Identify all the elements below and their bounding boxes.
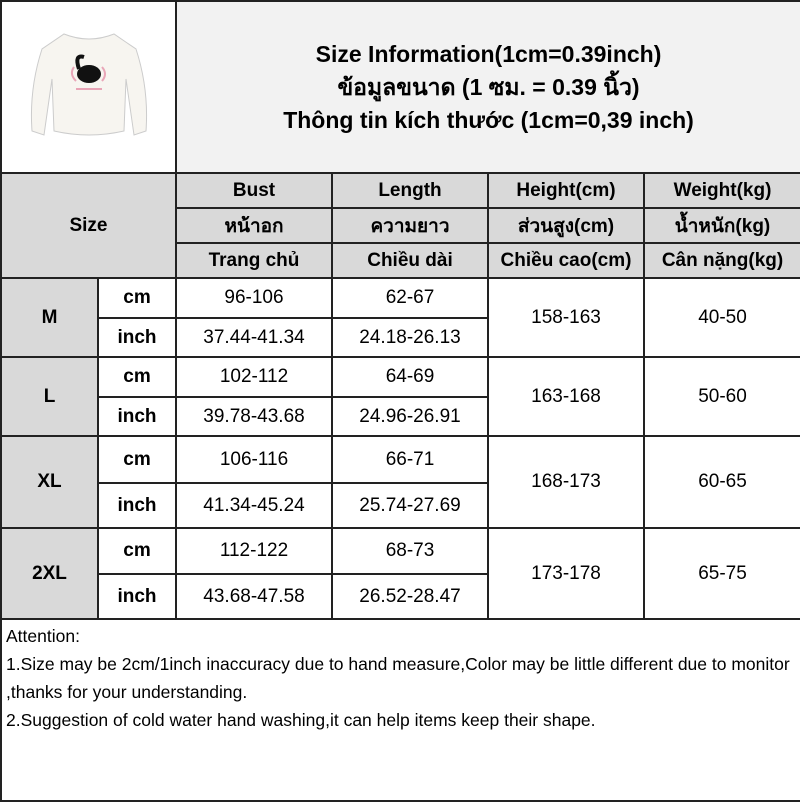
size-label: XL [0,435,99,529]
title-block: Size Information(1cm=0.39inch) ข้อมูลขนา… [174,0,800,174]
size-label: M [0,277,99,358]
length-cm: 64-69 [331,356,489,398]
height-header-thai: ส่วนสูง(cm) [487,207,645,244]
bust-header-thai: หน้าอก [175,207,333,244]
notes-heading: Attention: [6,626,80,646]
note-2: 2.Suggestion of cold water hand washing,… [6,710,596,730]
bust-inch: 39.78-43.68 [175,396,333,437]
length-header: Length [331,172,489,209]
length-header-thai: ความยาว [331,207,489,244]
weight-header-thai: น้ำหนัก(kg) [642,207,800,244]
size-label: L [0,356,99,437]
height-value: 168-173 [487,435,645,529]
bust-header: Bust [175,172,333,209]
length-inch: 26.52-28.47 [331,573,489,620]
unit-cm: cm [97,277,177,319]
bust-cm: 112-122 [175,527,333,575]
weight-value: 60-65 [642,435,800,529]
unit-cm: cm [97,527,177,575]
note-1: 1.Size may be 2cm/1inch inaccuracy due t… [6,654,790,702]
title-thai: ข้อมูลขนาด (1 ซม. = 0.39 นิ้ว) [337,73,640,100]
unit-inch: inch [97,396,177,437]
bust-header-vi: Trang chủ [175,242,333,279]
unit-inch: inch [97,482,177,529]
bust-cm: 102-112 [175,356,333,398]
weight-header-vi: Cân nặng(kg) [642,242,800,279]
product-image [0,0,177,174]
height-header: Height(cm) [487,172,645,209]
bust-inch: 43.68-47.58 [175,573,333,620]
length-inch: 24.96-26.91 [331,396,489,437]
length-cm: 66-71 [331,435,489,484]
height-header-vi: Chiều cao(cm) [487,242,645,279]
unit-inch: inch [97,573,177,620]
weight-header: Weight(kg) [642,172,800,209]
title-vietnamese: Thông tin kích thước (1cm=0,39 inch) [283,106,694,133]
weight-value: 40-50 [642,277,800,358]
size-label: 2XL [0,527,99,620]
bust-cm: 106-116 [175,435,333,484]
length-cm: 68-73 [331,527,489,575]
size-header: Size [0,172,177,279]
bust-inch: 41.34-45.24 [175,482,333,529]
sweatshirt-icon [30,33,147,136]
height-value: 158-163 [487,277,645,358]
weight-value: 50-60 [642,356,800,437]
unit-inch: inch [97,317,177,358]
unit-cm: cm [97,435,177,484]
length-inch: 25.74-27.69 [331,482,489,529]
length-header-vi: Chiều dài [331,242,489,279]
bust-cm: 96-106 [175,277,333,319]
length-cm: 62-67 [331,277,489,319]
notes-block: Attention: 1.Size may be 2cm/1inch inacc… [0,618,800,802]
bust-inch: 37.44-41.34 [175,317,333,358]
unit-cm: cm [97,356,177,398]
height-value: 173-178 [487,527,645,620]
weight-value: 65-75 [642,527,800,620]
title-english: Size Information(1cm=0.39inch) [315,40,662,67]
length-inch: 24.18-26.13 [331,317,489,358]
height-value: 163-168 [487,356,645,437]
